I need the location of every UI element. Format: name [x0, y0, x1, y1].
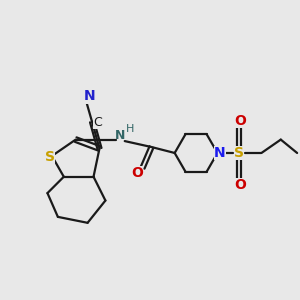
Text: N: N — [214, 146, 226, 160]
Text: O: O — [234, 114, 246, 128]
Text: N: N — [83, 89, 95, 103]
Text: S: S — [234, 146, 244, 160]
Text: O: O — [234, 178, 246, 192]
Text: O: O — [132, 166, 143, 180]
Text: S: S — [45, 149, 56, 164]
Text: N: N — [115, 129, 125, 142]
Text: H: H — [126, 124, 134, 134]
Text: C: C — [93, 116, 102, 129]
